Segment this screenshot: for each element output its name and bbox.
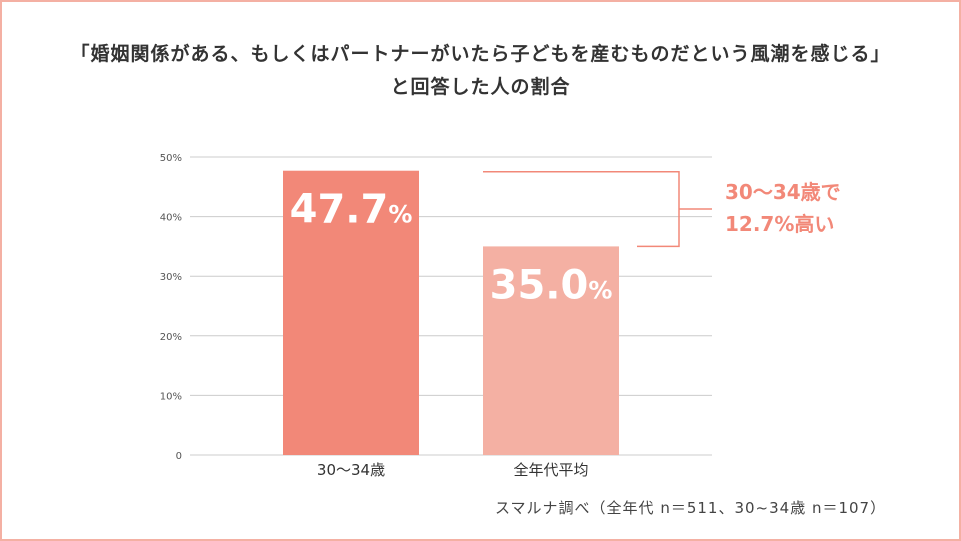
- value-labels: 47.7%35.0%: [290, 187, 613, 309]
- x-axis-ticks: 30〜34歳 全年代平均: [317, 461, 589, 479]
- difference-annotation: 30〜34歳で 12.7%高い: [725, 180, 841, 236]
- y-tick-label: 10%: [160, 391, 182, 402]
- bar-value-number: 47.7: [290, 187, 389, 233]
- y-tick-label: 0: [176, 451, 182, 462]
- x-tick-label: 全年代平均: [513, 461, 588, 479]
- bracket-line: [483, 170, 680, 248]
- y-tick-label: 30%: [160, 272, 182, 283]
- bar-value-number: 35.0: [490, 262, 589, 308]
- chart-title-line2: と回答した人の割合: [390, 76, 571, 98]
- chart-title-line1: 「婚姻関係がある、もしくはパートナーがいたら子どもを産むものだという風潮を感じる…: [70, 43, 891, 65]
- bar: [483, 246, 619, 455]
- bar-value-label: 35.0%: [490, 262, 613, 308]
- bar-value-label: 47.7%: [290, 187, 413, 233]
- difference-bracket: [483, 170, 712, 248]
- bars: [283, 170, 619, 455]
- bar-value-suffix: %: [388, 201, 412, 229]
- annotation-line1: 30〜34歳で: [725, 180, 841, 204]
- y-tick-label: 50%: [160, 153, 182, 164]
- bar-value-suffix: %: [588, 276, 612, 304]
- y-tick-label: 40%: [160, 213, 182, 224]
- source-note: スマルナ調べ（全年代 n＝511、30~34歳 n＝107）: [495, 499, 887, 517]
- bar: [283, 170, 419, 455]
- x-tick-label: 30〜34歳: [317, 461, 385, 479]
- y-tick-label: 20%: [160, 332, 182, 343]
- gridlines: [190, 156, 712, 456]
- annotation-line2: 12.7%高い: [725, 212, 834, 236]
- y-axis-ticks: 0 10% 20% 30% 40% 50%: [160, 153, 182, 462]
- chart-title: 「婚姻関係がある、もしくはパートナーがいたら子どもを産むものだという風潮を感じる…: [0, 38, 961, 104]
